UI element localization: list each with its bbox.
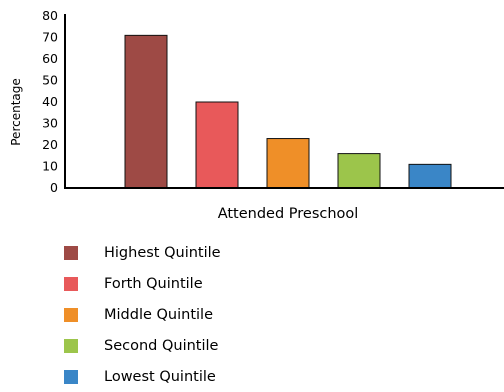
legend-item: Forth Quintile — [64, 268, 221, 299]
legend-item: Second Quintile — [64, 330, 221, 361]
y-tick-label: 40 — [42, 94, 58, 109]
y-axis-ticks: 0 10 20 30 40 50 60 70 80 — [42, 8, 58, 195]
legend-swatch — [64, 307, 78, 322]
y-tick-label: 30 — [42, 116, 58, 131]
bar-lowest-quintile — [408, 163, 452, 189]
legend-swatch — [64, 245, 78, 260]
legend-swatch — [64, 276, 78, 291]
y-tick-label: 20 — [42, 137, 58, 152]
bar-second-quintile — [337, 153, 381, 189]
legend-swatch — [64, 338, 78, 353]
y-tick-label: 80 — [42, 8, 58, 23]
bars — [124, 34, 452, 189]
legend-label: Forth Quintile — [104, 275, 203, 292]
legend-item: Lowest Quintile — [64, 361, 221, 392]
y-axis-label: Percentage — [9, 78, 23, 146]
y-tick-label: 50 — [42, 73, 58, 88]
y-tick-label: 70 — [42, 30, 58, 45]
legend: Highest Quintile Forth Quintile Middle Qui… — [64, 237, 221, 392]
x-axis-label: Attended Preschool — [218, 206, 359, 220]
legend-item: Highest Quintile — [64, 237, 221, 268]
legend-label: Highest Quintile — [104, 244, 221, 261]
legend-label: Lowest Quintile — [104, 368, 216, 385]
legend-label: Middle Quintile — [104, 306, 213, 323]
y-tick-label: 0 — [50, 180, 58, 195]
bar-chart: Percentage Attended Preschool 0 10 20 30 40 5… — [9, 8, 504, 220]
legend-label: Second Quintile — [104, 337, 219, 354]
bar-middle-quintile — [266, 138, 310, 189]
legend-swatch — [64, 369, 78, 384]
y-tick-label: 10 — [42, 159, 58, 174]
legend-item: Middle Quintile — [64, 299, 221, 330]
y-tick-label: 60 — [42, 51, 58, 66]
bar-forth-quintile — [195, 101, 239, 189]
bar-highest-quintile — [124, 34, 168, 189]
